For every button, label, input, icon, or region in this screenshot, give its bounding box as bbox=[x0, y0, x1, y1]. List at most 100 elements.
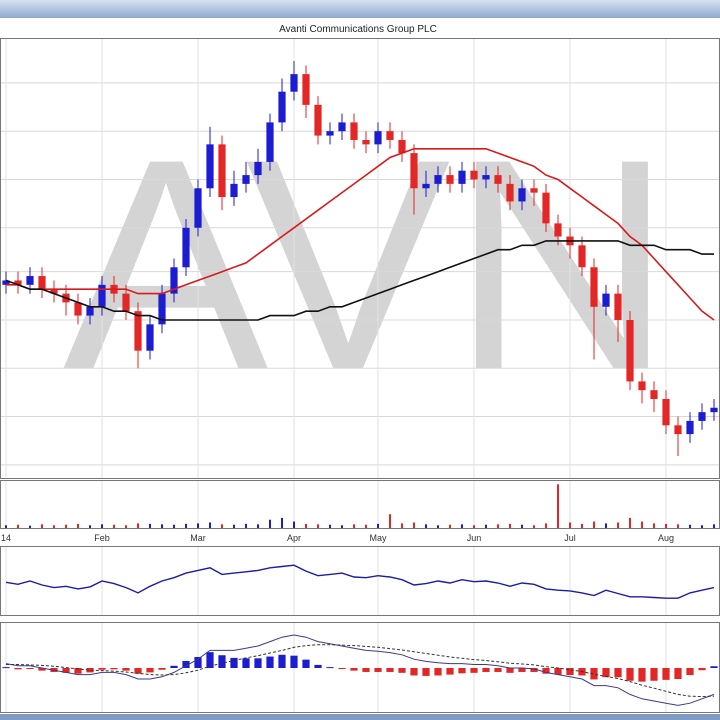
candle-body bbox=[458, 170, 466, 184]
volume-bar bbox=[329, 524, 331, 528]
volume-bar bbox=[257, 524, 259, 528]
macd-histogram-bar bbox=[626, 668, 634, 681]
volume-bar bbox=[101, 524, 103, 528]
candle-body bbox=[74, 302, 82, 316]
macd-histogram-bar bbox=[662, 668, 670, 680]
macd-histogram-bar bbox=[86, 668, 94, 673]
candle-body bbox=[482, 175, 490, 180]
watermark: AVN bbox=[63, 96, 673, 432]
macd-histogram-bar bbox=[494, 668, 502, 672]
macd-histogram-bar bbox=[350, 668, 358, 671]
moving-average bbox=[5, 240, 714, 321]
candle-body bbox=[26, 276, 34, 285]
volume-bar bbox=[113, 524, 115, 528]
macd-histogram-bar bbox=[338, 668, 346, 669]
macd-line bbox=[5, 634, 715, 706]
x-tick-label: May bbox=[369, 533, 387, 543]
macd-histogram-bar bbox=[302, 659, 310, 668]
volume-bar bbox=[377, 523, 379, 528]
candle-body bbox=[266, 122, 274, 162]
candle-body bbox=[194, 188, 202, 228]
volume-bar bbox=[149, 523, 151, 528]
candle-body bbox=[674, 425, 682, 435]
volume-bar bbox=[293, 521, 295, 528]
candle-body bbox=[158, 293, 166, 325]
macd-histogram-bar bbox=[218, 655, 226, 668]
macd-histogram-bar bbox=[266, 656, 274, 668]
candle-body bbox=[314, 104, 322, 136]
volume-bar bbox=[185, 523, 187, 528]
macd-histogram-bar bbox=[422, 668, 430, 676]
candle-body bbox=[170, 267, 178, 294]
volume-bar bbox=[77, 523, 79, 528]
volume-bar bbox=[545, 523, 547, 528]
volume-bar bbox=[677, 524, 679, 528]
candle-body bbox=[290, 74, 298, 92]
candle-body bbox=[446, 175, 454, 184]
macd-histogram-bar bbox=[590, 668, 598, 680]
volume-bar bbox=[425, 524, 427, 528]
volume-bar bbox=[569, 522, 571, 528]
candle-body bbox=[554, 223, 562, 237]
candle-body bbox=[698, 412, 706, 421]
moving-average bbox=[6, 148, 715, 321]
volume-bar bbox=[413, 522, 415, 528]
macd-histogram-bar bbox=[206, 652, 214, 668]
volume-bar bbox=[5, 525, 7, 528]
chart-background bbox=[0, 18, 720, 714]
volume-bar bbox=[401, 523, 403, 528]
volume-bar bbox=[449, 524, 451, 528]
macd-signal bbox=[6, 644, 715, 698]
macd-histogram-bar bbox=[446, 668, 454, 675]
candle-body bbox=[98, 284, 106, 307]
candle-body bbox=[470, 170, 478, 180]
candle-body bbox=[602, 293, 610, 307]
macd-histogram-bar bbox=[638, 668, 646, 682]
macd-histogram-bar bbox=[386, 668, 394, 672]
volume-bar bbox=[689, 524, 691, 528]
volume-bar bbox=[701, 525, 703, 528]
volume-bar bbox=[233, 524, 235, 528]
candle-body bbox=[590, 267, 598, 307]
volume-bar bbox=[365, 524, 367, 528]
volume-bar bbox=[353, 524, 355, 528]
status-bar bbox=[0, 714, 720, 720]
volume-bar bbox=[17, 524, 19, 528]
volume-bar bbox=[269, 519, 271, 528]
macd-histogram-bar bbox=[410, 668, 418, 676]
volume-bar bbox=[41, 524, 43, 528]
candle-body bbox=[398, 139, 406, 154]
macd-histogram-bar bbox=[230, 657, 238, 668]
macd-histogram-bar bbox=[110, 668, 118, 670]
volume-bar bbox=[713, 524, 715, 528]
candle-body bbox=[410, 153, 418, 189]
candle-body bbox=[254, 161, 262, 176]
macd-histogram-bar bbox=[470, 668, 478, 673]
macd-histogram-bar bbox=[398, 668, 406, 673]
x-tick-label: Jun bbox=[467, 533, 482, 543]
macd-histogram-bar bbox=[194, 657, 202, 668]
macd-histogram-bar bbox=[74, 668, 82, 674]
candle-body bbox=[662, 398, 670, 426]
candle-body bbox=[434, 175, 442, 184]
macd-histogram-bar bbox=[314, 664, 322, 668]
macd-histogram-bar bbox=[530, 668, 538, 672]
macd-histogram-bar bbox=[602, 668, 610, 678]
macd-histogram-bar bbox=[62, 668, 70, 673]
volume-bar bbox=[341, 525, 343, 528]
volume-bar bbox=[29, 525, 31, 528]
macd-histogram-bar bbox=[182, 660, 190, 668]
macd-histogram-bar bbox=[566, 668, 574, 676]
candle-body bbox=[38, 276, 46, 290]
macd-histogram-bar bbox=[554, 668, 562, 675]
candle-body bbox=[422, 183, 430, 189]
candle-body bbox=[614, 293, 622, 320]
macd-histogram-bar bbox=[326, 667, 334, 669]
macd-histogram-bar bbox=[146, 668, 154, 673]
candle-body bbox=[638, 381, 646, 391]
macd-histogram-bar bbox=[374, 668, 382, 672]
candle-body bbox=[338, 122, 346, 132]
macd-histogram-bar bbox=[2, 667, 10, 669]
volume-bar bbox=[197, 523, 199, 528]
